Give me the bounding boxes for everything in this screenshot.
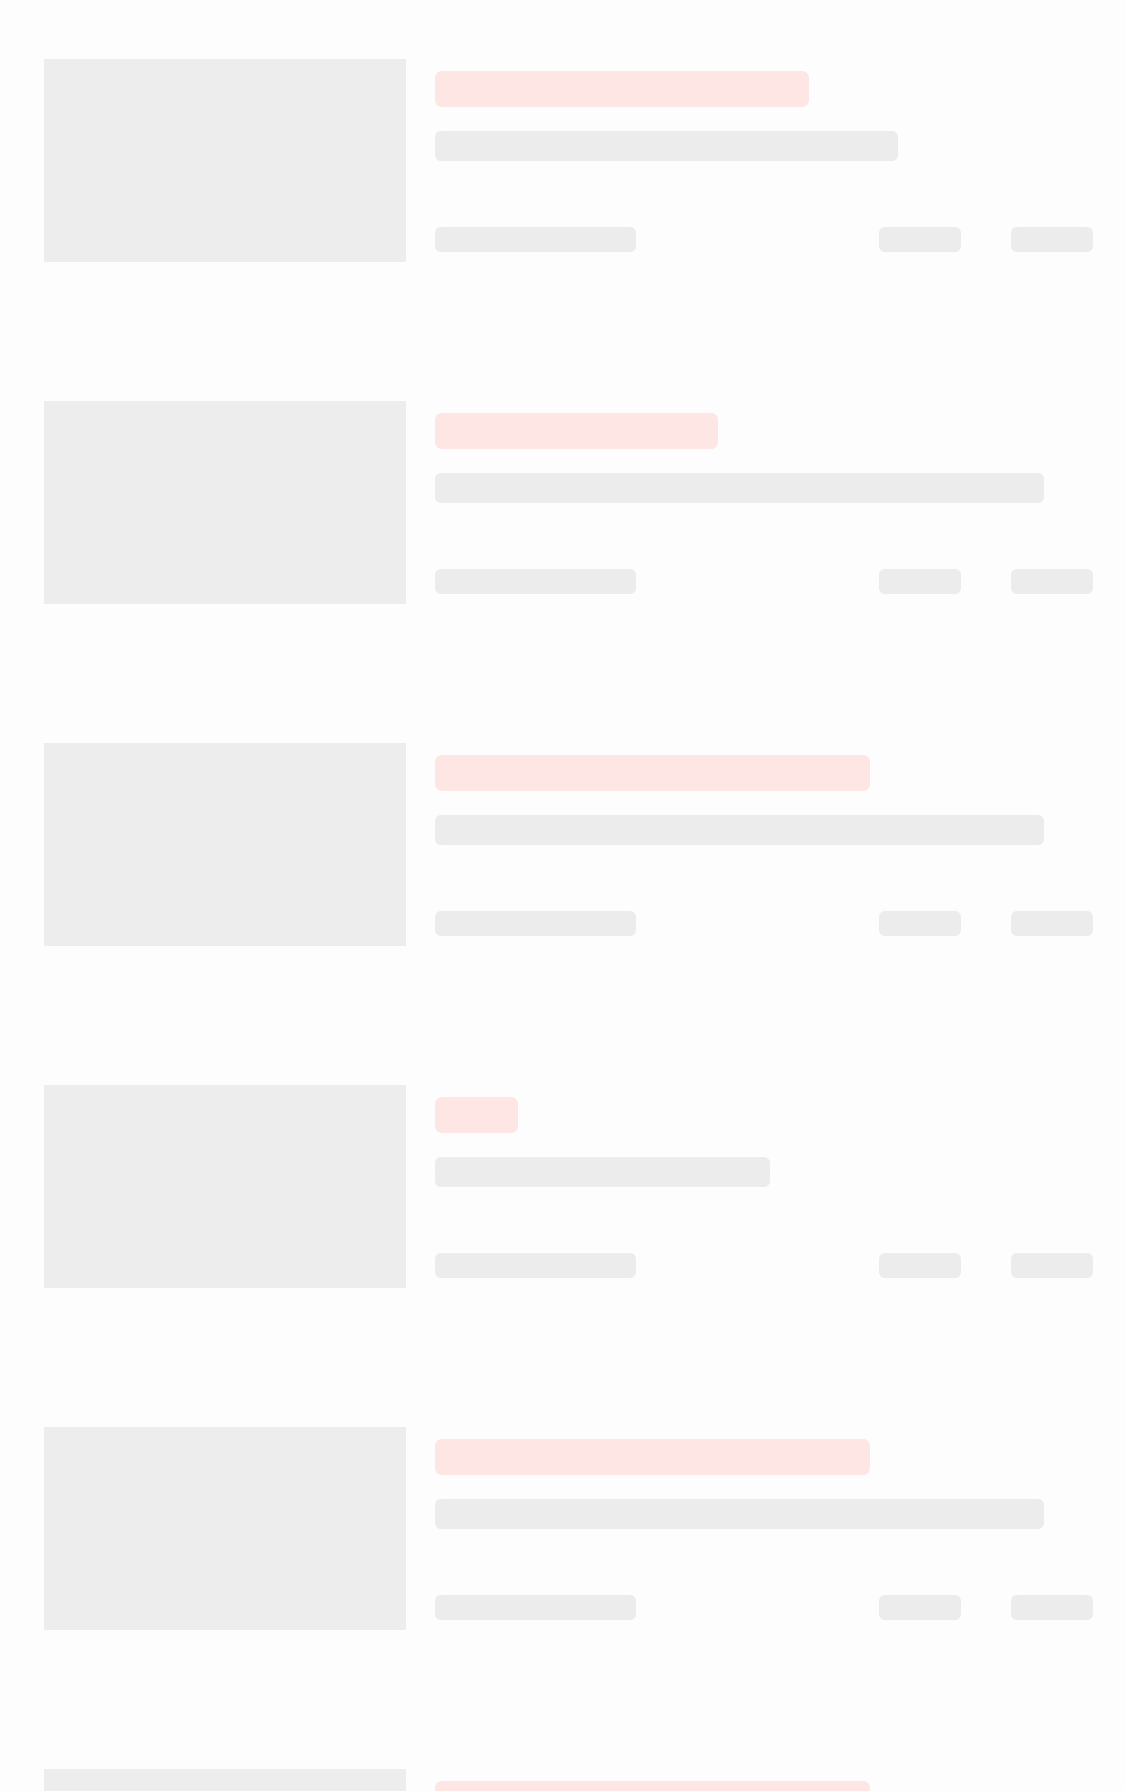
title-placeholder	[435, 1439, 870, 1475]
thumbnail-placeholder	[44, 59, 406, 262]
title-placeholder	[435, 413, 718, 449]
meta-placeholder-right	[1011, 911, 1093, 936]
subtitle-placeholder	[435, 473, 1044, 503]
subtitle-placeholder	[435, 1499, 1044, 1529]
title-placeholder	[435, 1781, 870, 1791]
subtitle-placeholder	[435, 815, 1044, 845]
title-placeholder	[435, 1097, 518, 1133]
meta-placeholder-left	[435, 569, 636, 594]
thumbnail-placeholder	[44, 1769, 406, 1791]
meta-placeholder-middle	[879, 569, 961, 594]
thumbnail-placeholder	[44, 401, 406, 604]
skeleton-card	[0, 59, 1125, 262]
thumbnail-placeholder	[44, 1427, 406, 1630]
meta-placeholder-middle	[879, 227, 961, 252]
meta-placeholder-left	[435, 1253, 636, 1278]
title-placeholder	[435, 755, 870, 791]
meta-placeholder-middle	[879, 1253, 961, 1278]
thumbnail-placeholder	[44, 743, 406, 946]
title-placeholder	[435, 71, 809, 107]
meta-placeholder-left	[435, 227, 636, 252]
meta-placeholder-middle	[879, 911, 961, 936]
meta-placeholder-left	[435, 1595, 636, 1620]
skeleton-card	[0, 743, 1125, 946]
thumbnail-placeholder	[44, 1085, 406, 1288]
meta-placeholder-middle	[879, 1595, 961, 1620]
meta-placeholder-right	[1011, 227, 1093, 252]
skeleton-card	[0, 401, 1125, 604]
skeleton-card	[0, 1085, 1125, 1288]
skeleton-card	[0, 1769, 1125, 1791]
meta-placeholder-right	[1011, 1595, 1093, 1620]
skeleton-card	[0, 1427, 1125, 1630]
meta-placeholder-left	[435, 911, 636, 936]
meta-placeholder-right	[1011, 1253, 1093, 1278]
subtitle-placeholder	[435, 1157, 770, 1187]
meta-placeholder-right	[1011, 569, 1093, 594]
subtitle-placeholder	[435, 131, 898, 161]
